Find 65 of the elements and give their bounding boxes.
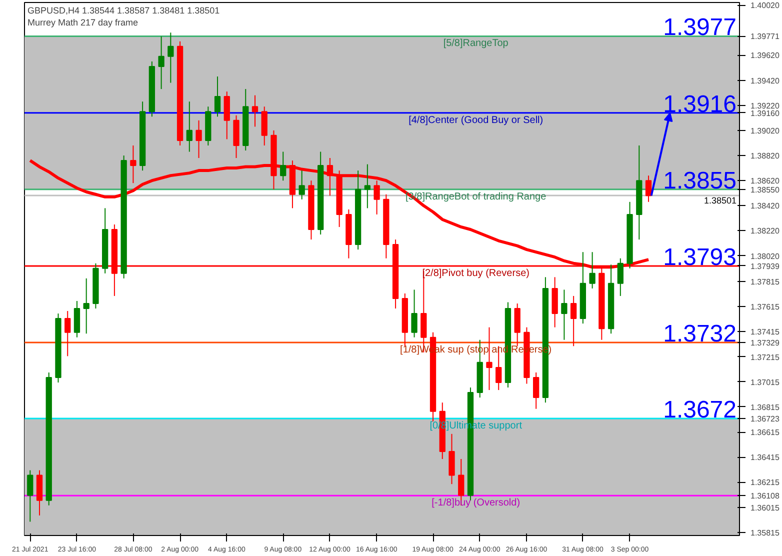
candlestick [617,258,624,296]
y-tick-label: 1.37939 [750,262,780,271]
candlestick [186,101,192,152]
y-tick-label: 1.37215 [750,352,780,362]
annotation: 1.3793 [663,244,736,271]
y-tick-label: 1.36415 [750,453,780,462]
candlestick [561,289,568,340]
annotation: 1.3916 [663,90,736,118]
candlestick [27,470,34,522]
y-tick-label: 1.38550 [750,185,780,194]
candlestick [298,170,305,200]
y-tick-label: 1.39220 [750,101,780,110]
candlestick [374,180,380,215]
candlestick [158,36,164,90]
y-tick-label: 1.37815 [750,278,780,287]
candlestick [214,76,221,118]
y-tick-label: 1.39771 [750,32,780,42]
candlestick [130,144,136,184]
candlestick [83,278,90,334]
y-tick-label: 1.39020 [750,126,780,136]
annotation: 1.3977 [663,14,736,42]
candlestick [570,295,577,347]
y-tick-label: 1.36815 [750,402,780,412]
candlestick [514,302,520,347]
text: Murrey Math 217 day frame [28,18,138,28]
candlestick [252,94,258,128]
y-tick-label: 1.37015 [750,378,780,387]
candlestick [74,300,80,338]
y-tick-label: 1.39420 [750,76,780,86]
y-tick-label: 1.37615 [750,302,780,312]
y-tick-label: 1.36015 [750,503,780,512]
candlestick [589,252,596,289]
y-tick-label: 1.36723 [750,414,780,424]
candlestick [364,164,371,209]
y-tick-label: 1.36215 [750,478,780,488]
y-tick-label: 1.38020 [750,252,780,261]
y-tick-label: 1.40020 [750,1,780,10]
ref-line-label: [5/8]RangeTop [443,38,509,50]
y-tick-label: 1.37329 [750,338,780,348]
candlestick [168,32,174,84]
y-tick-label: 1.39160 [750,108,780,118]
candlestick [64,310,71,357]
y-tick-label: 1.35815 [750,528,780,538]
candlestick [224,91,230,140]
candlestick [448,433,455,485]
annotation: 1.3855 [663,167,736,194]
candlestick [533,372,540,410]
annotation: 1.3732 [663,320,736,348]
candlestick [280,151,286,182]
candlestick [411,289,418,338]
y-tick-label: 1.37415 [750,328,780,337]
y-tick-label: 1.38620 [750,176,780,186]
candlestick [196,120,202,159]
y-tick-label: 1.38220 [750,226,780,236]
y-tick-label: 1.36108 [750,492,780,501]
y-tick-label: 1.38820 [750,152,780,160]
y-tick-label: 1.36615 [750,428,780,438]
ref-line-label: [4/8]Center (Good Buy or Sell) [408,114,544,126]
candlestick [645,175,652,202]
y-tick-label: 1.38420 [750,202,780,211]
annotation: 1.38501 [704,196,737,206]
annotation: 1.3672 [663,396,736,424]
chart-title: GBPUSD,H4 1.38544 1.38587 1.38481 1.38501 [28,6,220,16]
y-tick-label: 1.39620 [750,51,780,60]
candlestick [261,106,268,146]
